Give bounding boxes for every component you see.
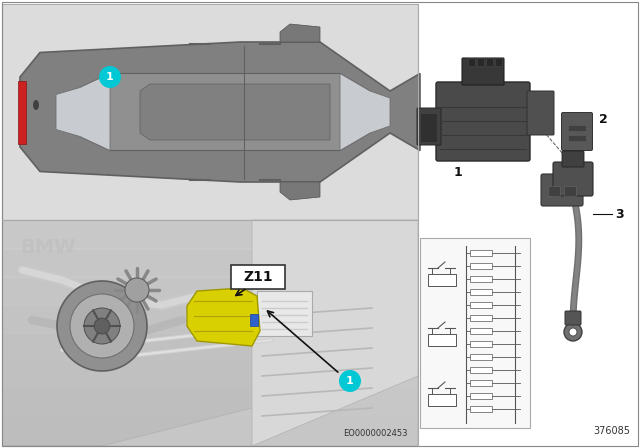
Bar — [470, 367, 492, 373]
FancyBboxPatch shape — [561, 112, 593, 151]
Polygon shape — [280, 182, 320, 200]
Bar — [470, 341, 492, 347]
Bar — [18, 81, 26, 143]
Polygon shape — [280, 24, 320, 42]
Bar — [420, 238, 530, 428]
Bar — [2, 332, 418, 362]
Bar — [568, 135, 586, 141]
Bar — [470, 250, 492, 256]
FancyBboxPatch shape — [562, 151, 584, 167]
Bar — [2, 360, 418, 390]
Polygon shape — [340, 73, 390, 151]
Bar — [548, 186, 560, 196]
Polygon shape — [56, 73, 110, 151]
Polygon shape — [140, 84, 330, 140]
Polygon shape — [80, 73, 370, 151]
Bar — [2, 220, 418, 250]
Bar — [470, 263, 492, 269]
Bar — [2, 220, 418, 446]
Bar — [428, 394, 456, 406]
Bar — [470, 315, 492, 321]
Bar — [470, 276, 492, 282]
Bar — [428, 274, 456, 286]
Bar — [477, 58, 484, 66]
Text: 1: 1 — [454, 165, 462, 178]
Polygon shape — [2, 366, 418, 446]
Circle shape — [564, 323, 582, 341]
FancyBboxPatch shape — [417, 108, 441, 145]
Bar — [486, 58, 493, 66]
FancyBboxPatch shape — [420, 113, 438, 142]
Bar — [250, 314, 258, 326]
Bar — [470, 302, 492, 308]
Circle shape — [57, 281, 147, 371]
Bar — [2, 388, 418, 418]
Bar — [2, 276, 418, 306]
Bar — [428, 334, 456, 346]
FancyBboxPatch shape — [436, 82, 530, 161]
Bar — [568, 125, 586, 131]
Circle shape — [70, 294, 134, 358]
Bar — [2, 416, 418, 446]
Text: BMW: BMW — [20, 238, 76, 257]
Bar — [468, 58, 475, 66]
Text: Z11: Z11 — [243, 270, 273, 284]
Text: 2: 2 — [598, 112, 607, 125]
Bar — [470, 354, 492, 360]
FancyBboxPatch shape — [527, 91, 554, 135]
FancyBboxPatch shape — [541, 174, 583, 206]
Text: EO0000002453: EO0000002453 — [344, 429, 408, 438]
Bar — [470, 393, 492, 399]
Bar — [2, 304, 418, 334]
Circle shape — [339, 370, 361, 392]
Polygon shape — [187, 288, 260, 346]
Bar — [495, 58, 502, 66]
Circle shape — [94, 318, 110, 334]
Text: 1: 1 — [106, 72, 114, 82]
FancyBboxPatch shape — [553, 162, 593, 196]
Bar — [2, 248, 418, 278]
Circle shape — [569, 328, 577, 336]
Bar — [470, 328, 492, 334]
Ellipse shape — [33, 100, 39, 110]
Circle shape — [99, 66, 121, 88]
Polygon shape — [20, 42, 420, 182]
Text: 1: 1 — [346, 376, 354, 386]
FancyBboxPatch shape — [231, 265, 285, 289]
FancyBboxPatch shape — [257, 291, 312, 336]
Text: 3: 3 — [616, 207, 624, 220]
Circle shape — [125, 278, 149, 302]
Bar — [418, 4, 638, 446]
Bar — [470, 380, 492, 386]
Text: 376085: 376085 — [593, 426, 630, 436]
Bar — [470, 289, 492, 295]
Circle shape — [84, 308, 120, 344]
FancyBboxPatch shape — [565, 311, 581, 325]
Bar — [470, 406, 492, 412]
Bar — [2, 4, 418, 220]
Polygon shape — [252, 220, 418, 446]
FancyBboxPatch shape — [462, 58, 504, 85]
Bar — [564, 186, 576, 196]
